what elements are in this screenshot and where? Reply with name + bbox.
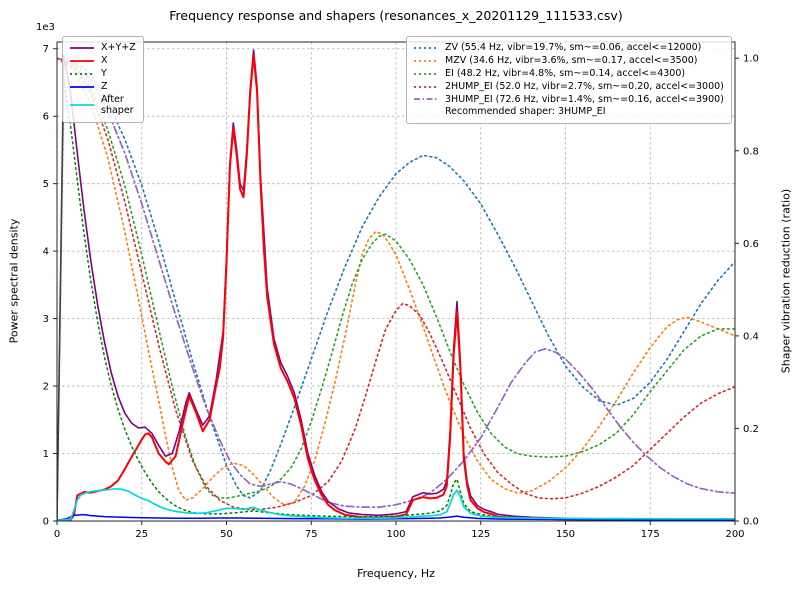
legend-psd: X+Y+Z X Y Z After shaper — [62, 36, 144, 124]
legend-line-sample — [414, 59, 438, 62]
y-right-tick-label: 0.2 — [743, 424, 759, 435]
x-tick-label: 0 — [54, 529, 60, 540]
legend-item-label: MZV (34.6 Hz, vibr=3.6%, sm~=0.17, accel… — [445, 54, 698, 66]
legend-item-label: After shaper — [101, 93, 134, 117]
y-left-tick-label: 4 — [43, 247, 49, 258]
legend-item-label: 2HUMP_EI (52.0 Hz, vibr=2.7%, sm~=0.20, … — [445, 80, 724, 92]
legend-line-sample — [70, 59, 94, 62]
legend-line-sample — [70, 85, 94, 88]
legend-item: EI (48.2 Hz, vibr=4.8%, sm~=0.14, accel<… — [413, 68, 724, 80]
legend-footer: Recommended shaper: 3HUMP_EI — [413, 106, 724, 118]
y-right-tick-label: 0.0 — [743, 517, 759, 528]
shaper-curve-zv — [57, 57, 735, 499]
legend-item: X — [69, 55, 136, 67]
legend-item: Z — [69, 81, 136, 93]
legend-item-label: Y — [101, 67, 107, 79]
chart-title: Frequency response and shapers (resonanc… — [169, 8, 623, 23]
psd-curve-x — [57, 54, 735, 521]
legend-line-sample — [414, 47, 438, 49]
legend-line-sample — [70, 72, 94, 75]
legend-item: MZV (34.6 Hz, vibr=3.6%, sm~=0.17, accel… — [413, 55, 724, 67]
shaper-curve-ei — [57, 57, 735, 499]
legend-shapers: ZV (55.4 Hz, vibr=19.7%, sm~=0.06, accel… — [406, 36, 732, 125]
x-tick-label: 75 — [305, 529, 318, 540]
x-tick-label: 150 — [556, 529, 575, 540]
legend-item-label: 3HUMP_EI (72.6 Hz, vibr=1.4%, sm~=0.16, … — [445, 93, 724, 105]
x-tick-label: 100 — [386, 529, 405, 540]
y-right-tick-label: 0.4 — [743, 331, 759, 342]
y-axis-offset-label: 1e3 — [36, 22, 55, 33]
y-left-tick-label: 5 — [43, 179, 49, 190]
y-right-tick-label: 0.8 — [743, 146, 759, 157]
y-left-tick-label: 3 — [43, 314, 49, 325]
legend-item: X+Y+Z — [69, 42, 136, 54]
recommended-shaper-text: Recommended shaper: 3HUMP_EI — [445, 106, 606, 118]
legend-item: Y — [69, 68, 136, 80]
legend-item: After shaper — [69, 94, 136, 118]
legend-item: 3HUMP_EI (72.6 Hz, vibr=1.4%, sm~=0.16, … — [413, 94, 724, 106]
legend-item-label: EI (48.2 Hz, vibr=4.8%, sm~=0.14, accel<… — [445, 67, 686, 79]
legend-line-sample — [70, 104, 94, 107]
legend-line-sample — [414, 72, 438, 75]
psd-curve-y — [57, 78, 735, 521]
legend-line-sample — [70, 47, 94, 49]
tick-labels: 0 25 50 75 100 125 150 175 200 0 1 2 3 4 5 6 7 0.0 0.2 0.4 0… — [43, 44, 759, 540]
y-left-tick-label: 7 — [43, 44, 49, 55]
y-left-tick-label: 1 — [43, 449, 49, 460]
y-left-tick-label: 2 — [43, 382, 49, 393]
legend-item: ZV (55.4 Hz, vibr=19.7%, sm~=0.06, accel… — [413, 42, 724, 54]
x-tick-label: 125 — [471, 529, 490, 540]
y-left-tick-label: 0 — [43, 517, 49, 528]
y-right-tick-label: 1.0 — [743, 54, 759, 65]
legend-line-sample — [414, 85, 438, 88]
shaper-curve-3hump-ei — [57, 57, 735, 508]
legend-line-sample — [414, 98, 438, 101]
x-tick-label: 50 — [220, 529, 233, 540]
y-left-axis-label: Power spectral density — [7, 218, 21, 344]
shaper-curve-2hump-ei — [57, 57, 735, 511]
legend-item-label: X — [101, 54, 108, 66]
legend-item-label: Z — [101, 80, 108, 92]
legend-item-label: X+Y+Z — [101, 42, 136, 53]
psd-curve-z — [57, 513, 735, 521]
y-left-tick-label: 6 — [43, 112, 49, 123]
y-right-tick-label: 0.6 — [743, 239, 759, 250]
y-right-axis-label: Shaper vibration reduction (ratio) — [779, 188, 793, 374]
legend-item: 2HUMP_EI (52.0 Hz, vibr=2.7%, sm~=0.20, … — [413, 81, 724, 93]
legend-item-label: ZV (55.4 Hz, vibr=19.7%, sm~=0.06, accel… — [445, 42, 702, 53]
x-axis-label: Frequency, Hz — [357, 567, 435, 580]
curves — [57, 49, 735, 521]
x-tick-label: 200 — [725, 529, 744, 540]
x-tick-label: 25 — [135, 529, 148, 540]
x-tick-label: 175 — [641, 529, 660, 540]
psd-curve-after-shaper — [57, 487, 735, 521]
